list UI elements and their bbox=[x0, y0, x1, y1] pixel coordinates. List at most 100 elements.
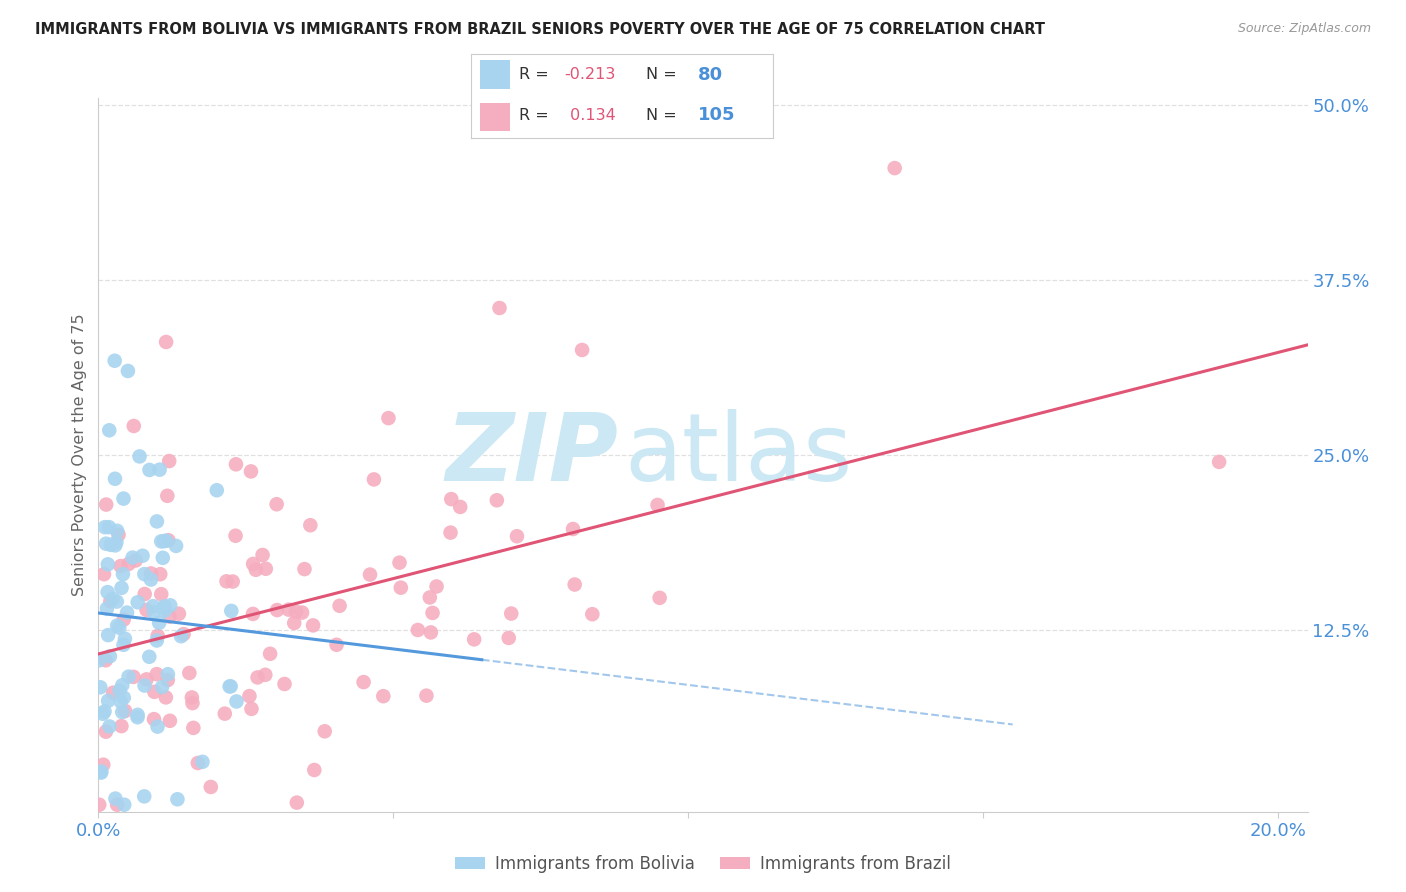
Point bbox=[134, 789, 156, 804]
Point bbox=[150, 587, 173, 601]
Point bbox=[142, 605, 165, 619]
Point bbox=[239, 465, 262, 479]
Point bbox=[135, 603, 157, 617]
Point bbox=[153, 604, 176, 618]
Point bbox=[98, 649, 121, 664]
Point bbox=[134, 567, 156, 582]
Point bbox=[406, 623, 429, 637]
Point bbox=[266, 497, 288, 511]
Point bbox=[94, 537, 117, 551]
Point bbox=[498, 631, 520, 645]
Point bbox=[97, 628, 120, 642]
Point bbox=[104, 791, 127, 805]
Point bbox=[112, 797, 135, 812]
Point bbox=[246, 670, 269, 684]
Point bbox=[111, 567, 134, 582]
Point bbox=[571, 343, 593, 357]
Point bbox=[100, 538, 122, 552]
Point bbox=[93, 567, 115, 582]
Point bbox=[167, 607, 190, 621]
Point bbox=[105, 594, 128, 608]
Point bbox=[104, 472, 127, 486]
Point bbox=[110, 581, 132, 595]
Point bbox=[359, 567, 381, 582]
Point bbox=[143, 712, 166, 726]
Point bbox=[101, 686, 124, 700]
Text: R =: R = bbox=[519, 108, 550, 123]
Text: -0.213: -0.213 bbox=[565, 67, 616, 82]
Point bbox=[97, 694, 120, 708]
Point bbox=[155, 690, 177, 705]
Text: 80: 80 bbox=[697, 66, 723, 84]
Point bbox=[277, 602, 299, 616]
Point bbox=[166, 792, 188, 806]
Point bbox=[422, 606, 444, 620]
Point bbox=[142, 599, 165, 614]
Point bbox=[96, 498, 118, 512]
Point bbox=[131, 549, 153, 563]
Point bbox=[283, 615, 305, 630]
Point bbox=[205, 483, 228, 498]
Point bbox=[240, 702, 263, 716]
Point bbox=[215, 574, 238, 589]
Point bbox=[191, 755, 214, 769]
Point bbox=[425, 580, 447, 594]
Point bbox=[107, 528, 129, 542]
Point bbox=[91, 757, 114, 772]
Bar bbox=[479, 103, 510, 131]
Point bbox=[97, 585, 120, 599]
Point bbox=[104, 353, 127, 368]
Point bbox=[89, 681, 111, 695]
Point bbox=[134, 679, 156, 693]
Point bbox=[112, 491, 135, 506]
Point bbox=[139, 566, 162, 581]
Point bbox=[155, 334, 177, 349]
Point bbox=[181, 696, 204, 710]
Point bbox=[179, 665, 201, 680]
Text: atlas: atlas bbox=[624, 409, 852, 501]
Point bbox=[105, 618, 128, 632]
Point bbox=[105, 797, 128, 812]
Point bbox=[153, 599, 176, 614]
Point bbox=[157, 533, 180, 548]
Point bbox=[266, 603, 288, 617]
Point bbox=[463, 632, 485, 647]
Point bbox=[439, 525, 461, 540]
Point bbox=[294, 562, 316, 576]
Point bbox=[127, 707, 149, 722]
Point bbox=[110, 695, 132, 709]
Point bbox=[254, 668, 277, 682]
Point bbox=[304, 763, 326, 777]
Point bbox=[111, 678, 134, 692]
Point bbox=[329, 599, 352, 613]
Point bbox=[149, 567, 172, 582]
Point bbox=[127, 595, 149, 609]
Point bbox=[150, 534, 173, 549]
Point bbox=[105, 535, 128, 549]
Point bbox=[90, 765, 112, 780]
Point bbox=[134, 587, 156, 601]
Point bbox=[648, 591, 671, 605]
Point bbox=[153, 601, 176, 615]
Point bbox=[97, 558, 120, 572]
Point bbox=[145, 667, 167, 681]
Text: IMMIGRANTS FROM BOLIVIA VS IMMIGRANTS FROM BRAZIL SENIORS POVERTY OVER THE AGE O: IMMIGRANTS FROM BOLIVIA VS IMMIGRANTS FR… bbox=[35, 22, 1045, 37]
Point bbox=[94, 653, 117, 667]
Point bbox=[98, 520, 121, 534]
Point bbox=[128, 450, 150, 464]
Point bbox=[285, 796, 308, 810]
Point bbox=[314, 724, 336, 739]
Point bbox=[242, 607, 264, 621]
Point bbox=[363, 472, 385, 486]
Point bbox=[225, 694, 247, 708]
Point bbox=[562, 522, 585, 536]
Point bbox=[647, 498, 669, 512]
Point bbox=[415, 689, 437, 703]
Point bbox=[122, 670, 145, 684]
Point bbox=[449, 500, 471, 514]
Point bbox=[152, 550, 174, 565]
Point bbox=[485, 493, 508, 508]
Point bbox=[115, 606, 138, 620]
Point bbox=[146, 629, 169, 643]
Point bbox=[221, 574, 243, 589]
